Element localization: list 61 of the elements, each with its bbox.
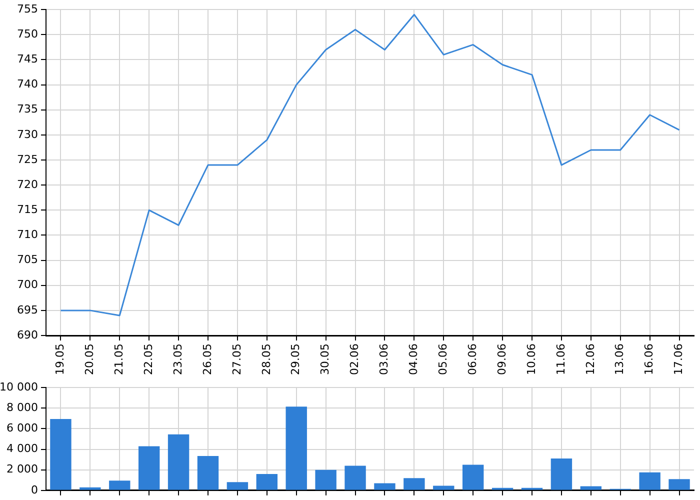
x-tick-label: 27.05 [230, 344, 244, 376]
bar [50, 418, 72, 490]
x-tick-label: 17.06 [672, 344, 686, 376]
x-tick-label: 12.06 [584, 344, 597, 376]
bar [374, 483, 396, 490]
bar [315, 470, 336, 490]
x-tick-label: 02.06 [348, 344, 362, 376]
y-tick-label: 6 000 [6, 422, 38, 435]
bar [168, 434, 190, 490]
y-tick-label: 735 [17, 102, 38, 116]
y-tick-label: 8 000 [6, 401, 38, 414]
y-tick-label: 740 [17, 78, 38, 91]
bar [668, 479, 690, 490]
bar [109, 480, 130, 490]
x-tick-label: 11.06 [554, 344, 568, 376]
x-tick-label: 28.05 [260, 344, 273, 376]
x-tick-label: 26.05 [200, 344, 214, 376]
x-tick-label: 09.06 [495, 344, 508, 376]
x-tick-label: 03.06 [378, 344, 391, 376]
y-tick-label: 725 [17, 152, 38, 166]
bar [550, 458, 572, 490]
y-tick-label: 730 [17, 128, 38, 141]
bar [197, 456, 219, 490]
bar [286, 406, 307, 490]
y-tick-label: 4 000 [6, 442, 38, 456]
x-tick-label: 22.05 [142, 344, 155, 376]
bar [639, 472, 660, 490]
y-tick-label: 0 [31, 483, 38, 496]
y-tick-label: 750 [17, 28, 38, 41]
y-tick-label: 755 [17, 2, 38, 16]
y-tick-label: 690 [17, 328, 38, 342]
bar [80, 487, 101, 490]
y-tick-label: 705 [17, 253, 38, 266]
bar [344, 466, 366, 490]
x-tick-label: 13.06 [613, 344, 626, 376]
bar [580, 486, 602, 490]
bar [138, 446, 160, 490]
x-tick-label: 30.05 [318, 344, 332, 376]
x-tick-label: 19.05 [54, 344, 67, 376]
bar [256, 474, 278, 490]
y-tick-label: 745 [17, 52, 38, 66]
bar [404, 478, 425, 490]
x-tick-label: 05.06 [436, 344, 450, 376]
x-tick-label: 16.06 [642, 344, 656, 376]
bar [433, 486, 454, 490]
y-tick-label: 710 [17, 228, 38, 242]
x-tick-label: 06.06 [466, 344, 479, 376]
bar [226, 482, 248, 490]
x-tick-label: 23.05 [171, 344, 184, 376]
x-tick-label: 29.05 [289, 344, 302, 376]
x-tick-label: 04.06 [407, 344, 420, 376]
y-tick-label: 715 [17, 203, 38, 216]
x-tick-label: 20.05 [83, 344, 96, 376]
bar [462, 464, 484, 490]
y-tick-label: 720 [17, 178, 38, 191]
y-tick-label: 695 [17, 303, 38, 316]
y-tick-label: 10 000 [0, 380, 38, 394]
y-tick-label: 2 000 [6, 462, 38, 476]
x-tick-label: 21.05 [112, 344, 126, 376]
y-tick-label: 700 [17, 278, 38, 292]
x-tick-label: 10.06 [524, 344, 538, 376]
